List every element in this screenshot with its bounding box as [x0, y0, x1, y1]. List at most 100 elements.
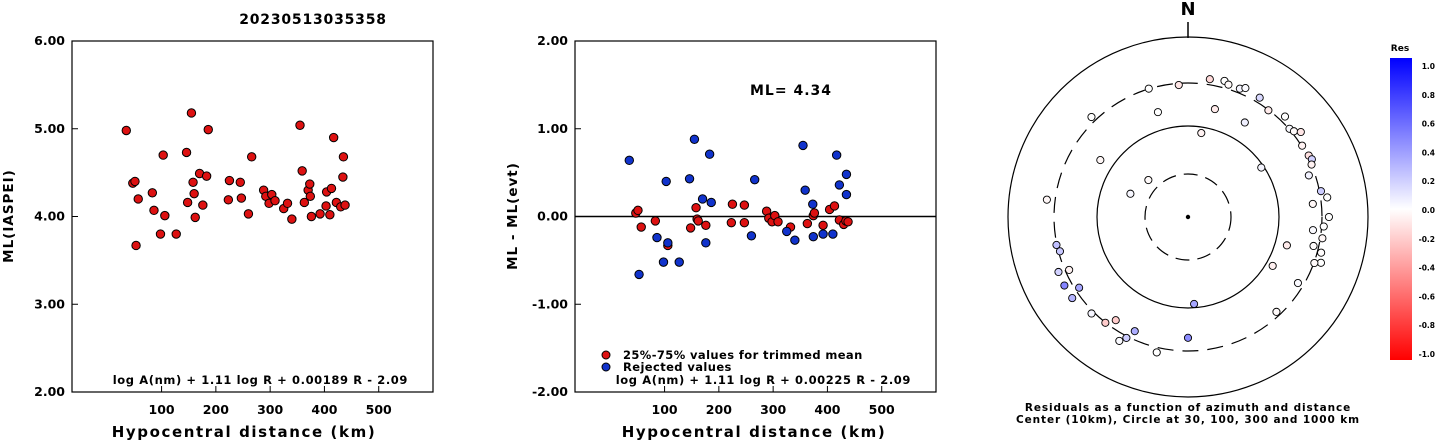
trimmed-point [818, 220, 828, 230]
ml-point [315, 209, 325, 219]
plot2-y-tick-label: 2.00 [537, 33, 568, 48]
ml-point [235, 177, 245, 187]
station-marker [1075, 283, 1084, 292]
ml-point [287, 214, 297, 224]
station-markers [1042, 75, 1333, 357]
colorbar-tick-label: 0.2 [1422, 177, 1435, 186]
trimmed-point [693, 216, 703, 226]
map-caption-line2: Center (10km), Circle at 30, 100, 300 an… [1016, 414, 1360, 426]
ml-point [130, 176, 140, 187]
rejected-point [808, 199, 818, 209]
rejected-point [828, 229, 838, 239]
legend-marker-rejected [601, 362, 611, 372]
ml-point [171, 229, 181, 239]
ring-1000km [1007, 36, 1369, 398]
colorbar-tick-label: 0.0 [1422, 206, 1435, 215]
station-marker [1042, 195, 1051, 204]
station-marker [1205, 75, 1214, 84]
ml-point [295, 120, 305, 130]
ml-point [299, 197, 310, 208]
station-marker [1224, 80, 1233, 89]
ml-point [203, 124, 213, 135]
ring-30km [1144, 173, 1232, 261]
station-marker [1115, 336, 1124, 345]
colorbar-tick-label: -0.8 [1419, 321, 1435, 330]
plot2-x-axis-label: Hypocentral distance (km) [622, 423, 887, 441]
rejected-point [746, 231, 757, 241]
rejected-point [624, 155, 634, 166]
station-marker [1153, 108, 1162, 117]
map-caption-line1: Residuals as a function of azimuth and d… [1025, 402, 1351, 414]
rejected-point [674, 257, 684, 267]
station-marker [1087, 309, 1096, 318]
residual-colorbar: Res 1.0 0.8 0.6 0.4 0.2 0.0 -0.2 -0.4 -0.6 -0.8 -1… [1390, 44, 1435, 360]
plot1-formula: log A(nm) + 1.11 log R + 0.00189 R - 2.0… [113, 373, 408, 387]
figure-title: 20230513035358 [239, 12, 387, 28]
plot1-y-tick-label: 4.00 [34, 209, 65, 224]
station-marker [1190, 299, 1199, 309]
ml-value-label: ML= 4.34 [750, 83, 832, 99]
ml-point [131, 240, 141, 251]
plot1-y-tick-label: 3.00 [34, 296, 65, 311]
plot2-legend: 25%-75% values for trimmed mean Rejected… [601, 348, 862, 374]
residual-distance-chart: 100 200 300 400 500 -2.00 -1.00 0.00 1.00 2.00 ML… [505, 33, 937, 441]
rejected-point [658, 257, 669, 267]
station-marker [1054, 267, 1063, 277]
station-marker [1144, 84, 1153, 93]
station-marker [1183, 333, 1193, 342]
station-marker [1065, 265, 1074, 274]
residual-azimuth-map: N Residuals as a function of azimuth and… [1007, 0, 1369, 426]
ring-300km [1053, 82, 1323, 352]
plot2-y-axis-label: ML - ML(evt) [505, 162, 521, 270]
ml-point [328, 132, 339, 143]
legend-label-rejected: Rejected values [623, 360, 732, 374]
trimmed-point [739, 217, 750, 228]
station-marker [1101, 318, 1110, 327]
rejected-point [689, 134, 700, 144]
plot1-x-axis-label: Hypocentral distance (km) [112, 423, 377, 441]
station-marker [1289, 127, 1298, 136]
plot2-x-tick-label: 500 [869, 402, 895, 417]
rejected-point [841, 169, 852, 180]
station-marker [1241, 84, 1250, 93]
colorbar-tick-label: -1.0 [1419, 350, 1435, 359]
station-marker [1055, 247, 1065, 256]
colorbar-labels: 1.0 0.8 0.6 0.4 0.2 0.0 -0.2 -0.4 -0.6 -0.8 -1.0 [1419, 62, 1435, 359]
trimmed-point [636, 222, 646, 232]
station-marker [1272, 307, 1281, 316]
trimmed-point [650, 216, 661, 226]
station-marker [1296, 127, 1305, 137]
station-marker [1308, 226, 1318, 235]
plot1-x-tick-label: 200 [203, 402, 229, 417]
ml-point [224, 175, 235, 186]
station-marker [1144, 175, 1153, 185]
trimmed-point [726, 217, 737, 228]
colorbar-tick-label: 0.4 [1422, 148, 1435, 157]
rejected-point [684, 174, 695, 184]
plot1-frame [71, 40, 434, 393]
station-marker [1126, 189, 1135, 198]
station-marker [1310, 258, 1319, 268]
trimmed-point [701, 220, 711, 230]
station-marker [1309, 241, 1318, 251]
ml-point [321, 201, 331, 211]
ml-point [181, 147, 192, 158]
legend-marker-trimmed [601, 350, 611, 360]
plot1-x-tick-label: 500 [366, 402, 392, 417]
trimmed-point [739, 200, 750, 210]
plot2-points [624, 134, 853, 280]
trimmed-point [691, 203, 701, 213]
station-marker [1298, 141, 1307, 150]
rejected-point [808, 231, 819, 242]
ml-point [305, 179, 315, 189]
station-marker [1068, 294, 1077, 303]
colorbar-tick-label: -0.2 [1419, 235, 1435, 244]
station-marker [1255, 93, 1264, 102]
station-marker [1060, 281, 1069, 290]
station-marker [1282, 241, 1291, 250]
station-marker [1087, 112, 1096, 122]
trimmed-point [829, 201, 840, 211]
colorbar-bar [1390, 58, 1412, 360]
station-marker [1317, 248, 1326, 257]
